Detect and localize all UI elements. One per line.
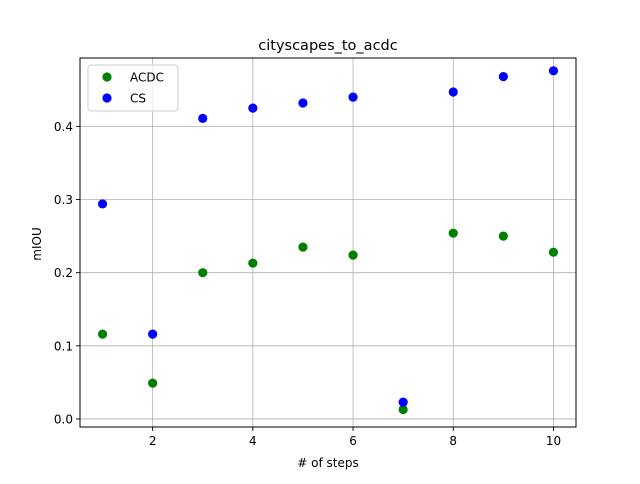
- legend-marker-cs: [102, 93, 112, 103]
- axes: 2 4 6 8 10 0.0 0.1 0.2 0.3 0.4: [54, 57, 577, 448]
- cs-point: [398, 397, 408, 407]
- acdc-point: [398, 404, 408, 415]
- legend-label-cs: CS: [130, 92, 146, 106]
- plot-frame: [79, 57, 577, 428]
- acdc-point: [498, 231, 508, 241]
- cs-point: [548, 66, 559, 76]
- data-points: [97, 66, 559, 415]
- y-tick-label: 0.2: [54, 266, 73, 280]
- cs-point: [248, 103, 258, 113]
- y-axis-label: mIOU: [30, 227, 44, 260]
- acdc-point: [248, 258, 258, 268]
- acdc-point: [198, 268, 208, 278]
- cs-point: [498, 72, 508, 82]
- acdc-point: [148, 378, 158, 388]
- acdc-point: [348, 250, 358, 260]
- y-tick-label: 0.4: [54, 120, 73, 134]
- legend: ACDC CS: [87, 64, 179, 112]
- cs-point: [448, 87, 458, 97]
- x-axis-label: # of steps: [297, 456, 358, 470]
- x-tick-label: 10: [546, 434, 561, 448]
- acdc-point: [548, 247, 559, 257]
- x-tick-label: 2: [149, 434, 157, 448]
- cs-point: [348, 92, 358, 102]
- y-tick-label: 0.0: [54, 412, 73, 426]
- legend-label-acdc: ACDC: [130, 71, 164, 85]
- cs-point: [198, 113, 208, 123]
- legend-marker-acdc: [102, 72, 112, 82]
- chart-title: cityscapes_to_acdc: [258, 38, 397, 54]
- acdc-point: [298, 242, 308, 252]
- x-tick-label: 6: [349, 434, 357, 448]
- grid-lines: [80, 58, 576, 427]
- x-tick-label: 8: [449, 434, 457, 448]
- cs-point: [97, 199, 108, 209]
- y-tick-label: 0.3: [54, 193, 73, 207]
- x-tick-label: 4: [249, 434, 257, 448]
- y-tick-label: 0.1: [54, 339, 73, 353]
- cs-point: [298, 98, 308, 108]
- acdc-point: [97, 329, 108, 339]
- cs-point: [148, 329, 158, 339]
- acdc-point: [448, 228, 458, 238]
